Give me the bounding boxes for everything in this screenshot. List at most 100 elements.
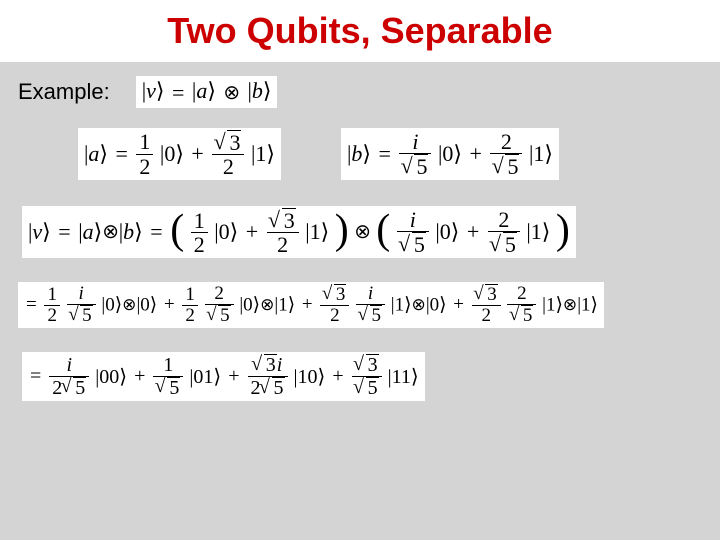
f01n: 1 (153, 355, 183, 377)
e1ad: 2 (44, 306, 60, 326)
slide-content: Example: |v⟩ = |a⟩ ⊗ |b⟩ |a⟩ = 1 2 |0⟩ +… (0, 62, 720, 415)
b-plus: + (469, 141, 481, 167)
t-a: a (83, 219, 94, 244)
example-label: Example: (18, 79, 110, 105)
e4bd: 5 (521, 305, 534, 326)
e-eq: = (26, 294, 37, 316)
t-ot2: ⊗ (354, 221, 371, 243)
fp2: + (228, 365, 239, 388)
e2k1: 0 (243, 295, 253, 316)
e1ot: ⊗ (122, 295, 136, 314)
e1bn: i (67, 284, 96, 305)
e4ad: 2 (472, 306, 501, 326)
e4k1: 1 (546, 295, 556, 316)
e2bn: 2 (205, 284, 234, 305)
ket-b: b (252, 78, 263, 103)
f11n: 3 (366, 354, 379, 376)
a-k1: 1 (255, 141, 266, 166)
f01d: 5 (167, 377, 180, 399)
lparen2: ( (376, 218, 390, 243)
e3an: 3 (334, 284, 347, 305)
sym-eq: = (172, 80, 184, 106)
e1p: + (164, 294, 175, 316)
a-plus: + (191, 141, 203, 167)
rparen2: ) (556, 218, 570, 243)
eq-expanded: = 12 i5 |0⟩⊗|0⟩ + 12 25 |0⟩⊗|1⟩ + 32 i5 … (18, 282, 604, 328)
a-c1n: 3 (227, 130, 241, 154)
row-tensor: |v⟩ = |a⟩⊗|b⟩ = ( 1 2 |0⟩ + 3 2 |1⟩ ) ⊗ … (22, 206, 702, 258)
t-lhs: v (32, 219, 42, 244)
f11d: 5 (366, 377, 379, 399)
b-eq: = (378, 141, 390, 167)
t-b: b (123, 219, 134, 244)
e3ot: ⊗ (411, 295, 425, 314)
e1an: 1 (44, 285, 60, 306)
b-var: b (351, 141, 362, 166)
e3ad: 2 (320, 306, 349, 326)
t-eq2: = (150, 219, 162, 245)
ket-v: v (146, 78, 156, 103)
e1k1: 0 (105, 295, 115, 316)
fk01: 01 (193, 366, 213, 388)
f10ns: 3 (264, 354, 277, 376)
page-title: Two Qubits, Separable (0, 10, 720, 52)
tbk0: 0 (440, 219, 451, 244)
f10ds: 5 (272, 377, 285, 399)
tak0: 0 (219, 219, 230, 244)
ket-a: a (196, 78, 207, 103)
a-c0d: 2 (136, 155, 153, 178)
e4k2: 1 (581, 295, 591, 316)
e1bd: 5 (80, 305, 93, 326)
row-final: = i 25 |00⟩ + 1 5 |01⟩ + 3i 25 |10⟩ + 3 … (22, 352, 702, 401)
tb1n: 2 (488, 208, 520, 232)
e2p: + (302, 294, 313, 316)
e4bn: 2 (507, 284, 536, 305)
e3p: + (453, 294, 464, 316)
tbk1: 1 (531, 219, 542, 244)
ta1n: 3 (282, 208, 296, 232)
f10np: i (277, 354, 283, 376)
taplus: + (246, 219, 258, 245)
t-eq: = (58, 219, 70, 245)
f-eq: = (30, 365, 41, 388)
row-expanded: = 12 i5 |0⟩⊗|0⟩ + 12 25 |0⟩⊗|1⟩ + 32 i5 … (18, 282, 702, 328)
lparen1: ( (170, 218, 184, 243)
a-c0n: 1 (136, 130, 153, 154)
e2ot: ⊗ (260, 295, 274, 314)
tak1: 1 (310, 219, 321, 244)
a-var: a (88, 141, 99, 166)
e2k2: 1 (278, 295, 288, 316)
e3k1: 1 (395, 295, 405, 316)
t-ot1: ⊗ (102, 221, 119, 243)
eq-v-ab: |v⟩ = |a⟩ ⊗ |b⟩ (136, 76, 278, 108)
e3bn: i (356, 284, 385, 305)
sym-tensor: ⊗ (223, 81, 240, 105)
tb0d: 5 (412, 232, 426, 256)
b-c1d: 5 (505, 154, 519, 178)
tb0n: i (397, 208, 429, 232)
rparen1: ) (335, 218, 349, 243)
eq-tensor-full: |v⟩ = |a⟩⊗|b⟩ = ( 1 2 |0⟩ + 3 2 |1⟩ ) ⊗ … (22, 206, 576, 258)
fk11: 11 (392, 366, 411, 388)
b-c0d: 5 (414, 154, 428, 178)
e1k2: 0 (140, 295, 150, 316)
f00ds: 5 (73, 377, 86, 399)
fp1: + (134, 365, 145, 388)
row-example: Example: |v⟩ = |a⟩ ⊗ |b⟩ (18, 76, 702, 108)
b-k0: 0 (442, 141, 453, 166)
tbplus: + (467, 219, 479, 245)
title-bar: Two Qubits, Separable (0, 0, 720, 62)
e2ad: 2 (182, 306, 198, 326)
e2an: 1 (182, 285, 198, 306)
fk00: 00 (99, 366, 119, 388)
fk10: 10 (298, 366, 318, 388)
b-c0n: i (399, 130, 431, 154)
ta1d: 2 (267, 233, 299, 256)
b-c1n: 2 (490, 130, 522, 154)
a-c1d: 2 (212, 155, 244, 178)
eq-b-def: |b⟩ = i 5 |0⟩ + 2 5 |1⟩ (341, 128, 559, 180)
e4an: 3 (485, 284, 498, 305)
ta0d: 2 (191, 233, 208, 256)
a-eq: = (116, 141, 128, 167)
e3bd: 5 (370, 305, 383, 326)
